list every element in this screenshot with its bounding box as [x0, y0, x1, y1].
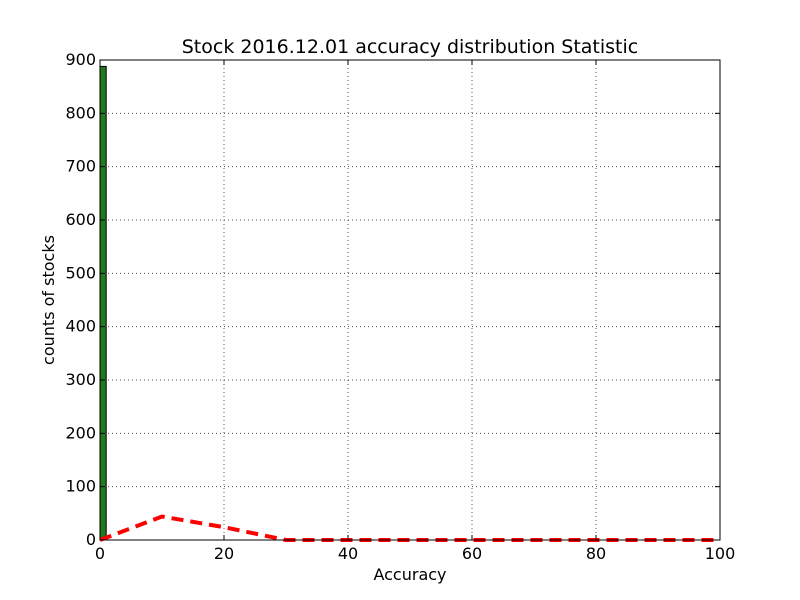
y-tick-label: 900 [65, 50, 96, 69]
y-tick-label: 300 [65, 370, 96, 389]
y-tick-label: 0 [86, 530, 96, 549]
line-series [99, 514, 720, 542]
y-axis-label: counts of stocks [39, 235, 58, 365]
histogram-bar [99, 65, 107, 541]
distribution-line [99, 514, 720, 542]
x-axis-label: Accuracy [373, 565, 446, 584]
y-tick-label: 700 [65, 157, 96, 176]
x-tick-label: 0 [95, 544, 105, 563]
y-tick-label: 400 [65, 317, 96, 336]
x-tick-label: 80 [586, 544, 606, 563]
bars [99, 65, 107, 541]
grid-lines [100, 60, 720, 540]
x-tick-label: 20 [214, 544, 234, 563]
y-tick-label: 100 [65, 477, 96, 496]
plot-frame [99, 59, 721, 541]
ticks: 0 20 40 60 80 100 0 100 200 300 400 500 600 700 800 900 [65, 50, 735, 563]
y-tick-label: 600 [65, 210, 96, 229]
x-tick-label: 40 [338, 544, 358, 563]
chart-title: Stock 2016.12.01 accuracy distribution S… [182, 36, 638, 58]
y-tick-label: 500 [65, 263, 96, 282]
x-tick-label: 60 [462, 544, 482, 563]
y-tick-label: 200 [65, 423, 96, 442]
y-tick-label: 800 [65, 103, 96, 122]
x-tick-label: 100 [705, 544, 736, 563]
